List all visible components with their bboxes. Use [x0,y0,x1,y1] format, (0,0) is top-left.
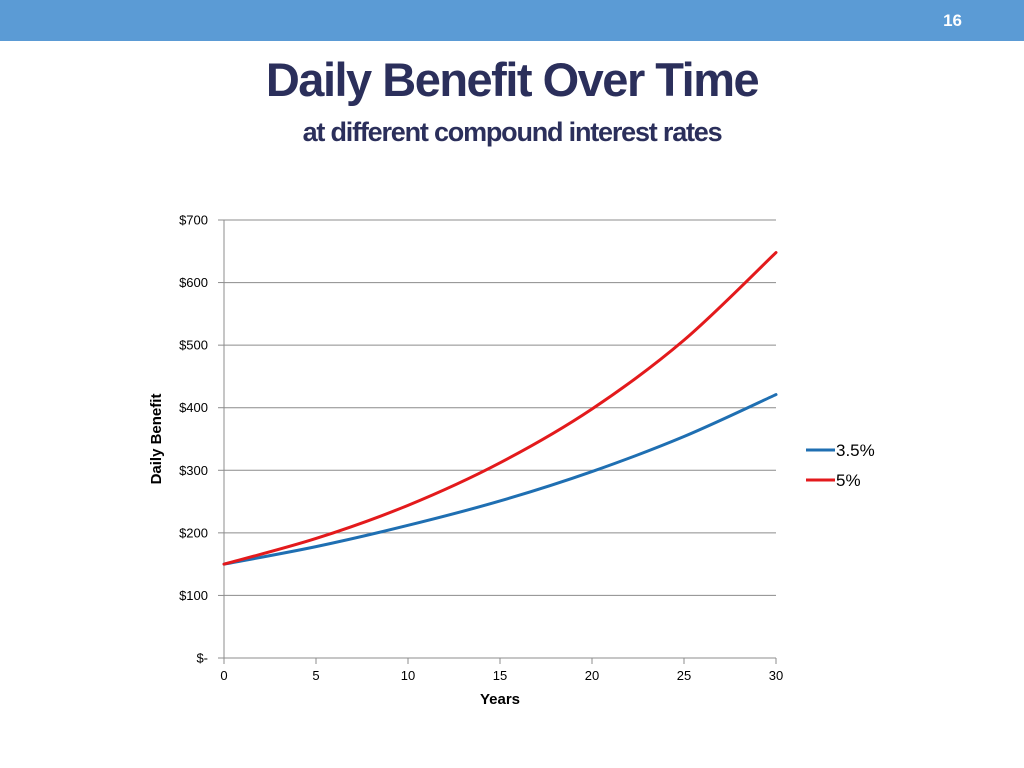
tick-labels: $- $100 $200 $300 $400 $500 $600 $700 0 5 10 15 20 25… [179,213,783,684]
gridlines [224,219,776,596]
legend-label: 3.5% [836,441,875,460]
series-line-1 [222,393,778,566]
series-line-2 [222,251,778,566]
x-tick-label: 10 [401,668,415,683]
legend-label: 5% [836,471,861,490]
y-tick-label: $600 [179,275,208,290]
x-tick-label: 5 [312,668,319,683]
slide-title: Daily Benefit Over Time [265,53,760,106]
header-bar: 16 [0,0,1024,41]
y-tick-label: $500 [179,338,208,353]
y-tick-label: $300 [179,463,208,478]
x-tick-label: 0 [220,668,227,683]
x-axis-title: Years [480,691,520,708]
y-tick-label: $700 [179,213,208,228]
y-axis-title: Daily Benefit [148,394,165,485]
axes [218,219,777,664]
x-tick-label: 20 [585,668,599,683]
y-tick-label: $- [196,651,208,666]
legend: 3.5% 5% [806,441,875,490]
slide-number: 16 [943,11,962,30]
slide-subtitle: at different compound interest rates [302,117,723,147]
y-tick-label: $400 [179,400,208,415]
x-tick-label: 30 [769,668,783,683]
y-tick-label: $100 [179,588,208,603]
x-tick-label: 15 [493,668,507,683]
series-lines [222,251,778,566]
y-tick-label: $200 [179,525,208,540]
x-tick-label: 25 [677,668,691,683]
